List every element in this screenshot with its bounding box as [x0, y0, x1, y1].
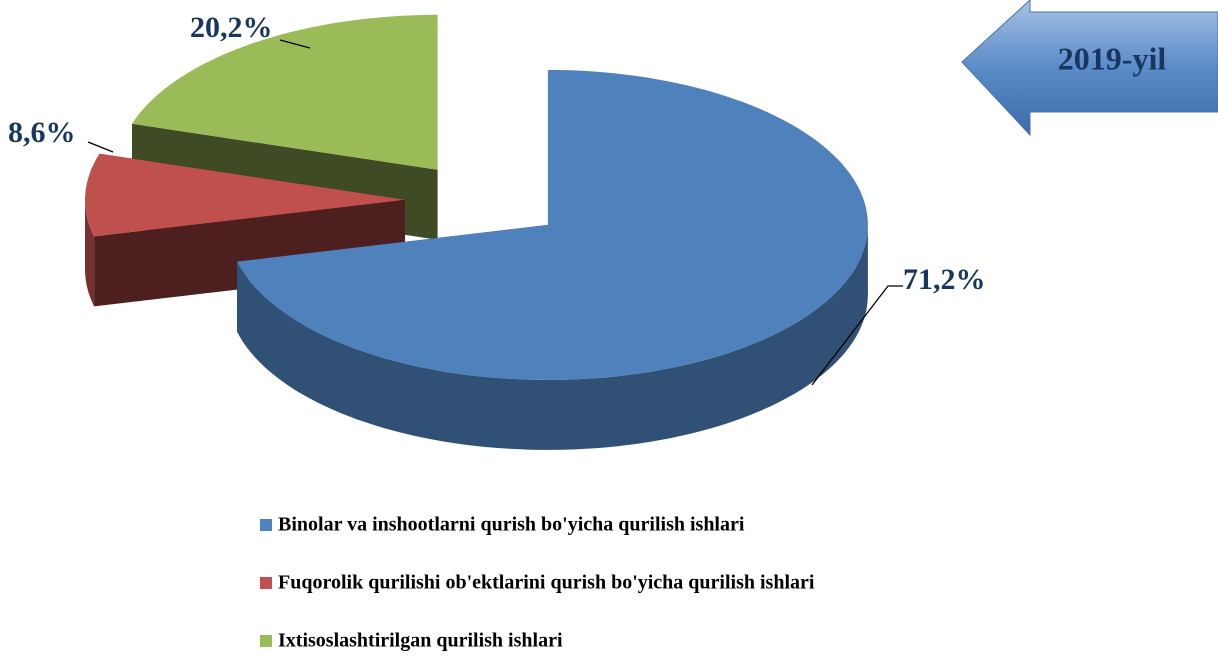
slice-top: [85, 153, 405, 237]
pie: [85, 14, 868, 450]
slice-side: [85, 199, 95, 307]
data-label: 20,2%: [190, 11, 273, 44]
legend-label: Fuqorolik qurilishi ob'ektlarini qurish …: [278, 572, 815, 594]
data-label: 71,2%: [903, 263, 986, 296]
data-label: 8,6%: [8, 116, 76, 149]
legend-swatch: [260, 577, 272, 589]
annotation: 2019-yil: [1058, 40, 1167, 76]
slice-top: [132, 14, 438, 170]
slice: [237, 69, 868, 450]
slice-side: [237, 224, 868, 450]
legend-swatch: [260, 519, 272, 531]
arrow-callout: [961, 0, 1218, 137]
slice-top: [237, 69, 868, 380]
leader-line: [279, 39, 311, 49]
leader-line: [87, 141, 114, 153]
legend-swatch: [260, 635, 272, 647]
legend-label: Binolar va inshootlarni qurish bo'yicha …: [278, 514, 745, 536]
leader-line: [811, 285, 903, 386]
legend-label: Ixtisoslashtirilgan qurilish ishlari: [278, 630, 563, 652]
slice: [85, 153, 405, 307]
